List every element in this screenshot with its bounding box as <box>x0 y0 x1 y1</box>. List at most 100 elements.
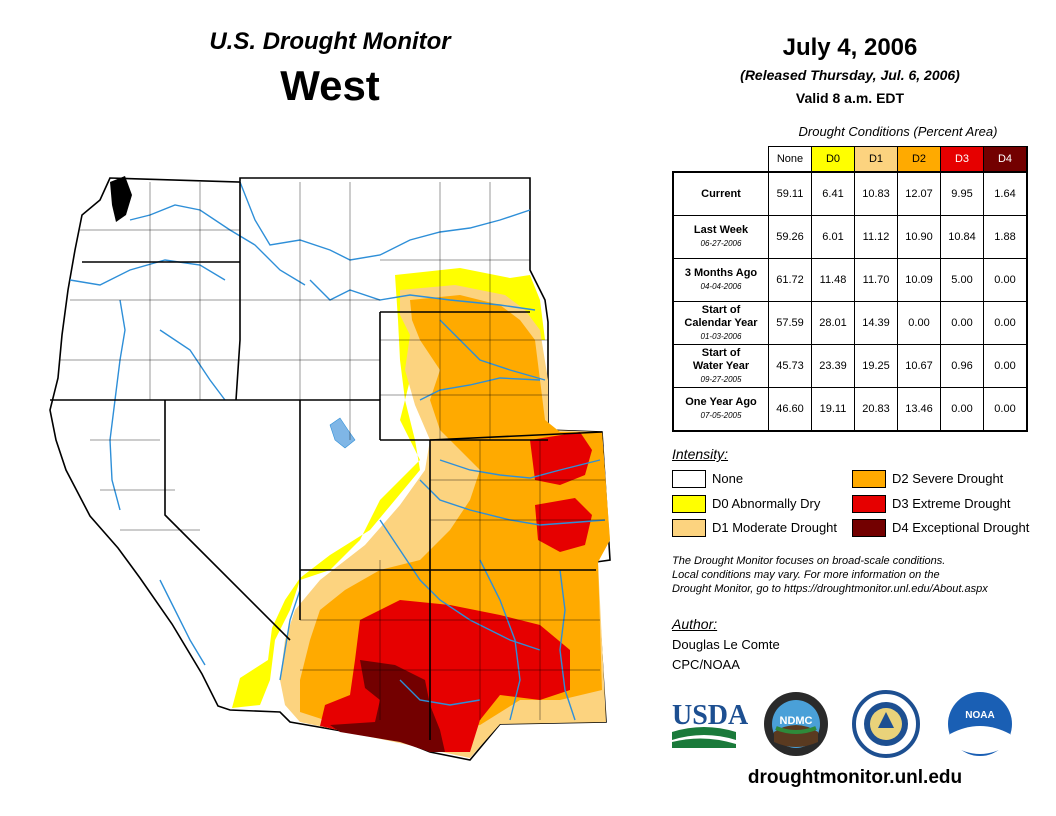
cell-d0: 6.41 <box>811 171 855 216</box>
cell-d2: 10.67 <box>897 344 941 388</box>
d3-extreme-drought-east-2 <box>535 498 592 552</box>
cell-d2: 0.00 <box>897 301 941 345</box>
legend-title: Intensity: <box>672 446 729 462</box>
cell-none: 45.73 <box>768 344 812 388</box>
cell-d0: 6.01 <box>811 215 855 259</box>
legend-label: None <box>712 471 744 486</box>
row-date: 01-03-2006 <box>700 331 742 341</box>
legend-item-d2: D2 Severe Drought <box>852 470 1003 488</box>
table-row: Current 59.11 6.41 10.83 12.07 9.95 1.64 <box>672 171 1028 216</box>
row-label: Start of Calendar Year 01-03-2006 <box>672 301 769 345</box>
legend-label: D4 Exceptional Drought <box>892 520 1030 535</box>
cell-d0: 23.39 <box>811 344 855 388</box>
cell-d1: 10.83 <box>854 171 898 216</box>
legend-item-d0: D0 Abnormally Dry <box>672 495 820 513</box>
cell-d2: 10.90 <box>897 215 941 259</box>
cell-d3: 9.95 <box>940 171 984 216</box>
author-org: CPC/NOAA <box>672 657 740 672</box>
legend-item-none: None <box>672 470 743 488</box>
ndmc-logo: NDMC <box>764 692 828 756</box>
legend-swatch <box>672 519 706 537</box>
row-label-text: One Year Ago <box>685 396 757 408</box>
note-line: Local conditions may vary. For more info… <box>672 569 940 581</box>
table-corner <box>673 146 769 173</box>
cell-d4: 0.00 <box>983 344 1028 388</box>
puget-sound <box>110 176 132 222</box>
cell-d3: 0.00 <box>940 387 984 432</box>
cell-d2: 12.07 <box>897 171 941 216</box>
cell-d2: 13.46 <box>897 387 941 432</box>
row-label-text-2: Calendar Year <box>684 316 758 329</box>
d4-exceptional-drought-area <box>330 660 445 752</box>
usda-logo-text: USDA <box>672 700 749 731</box>
col-header-d1: D1 <box>854 146 898 173</box>
cell-d3: 10.84 <box>940 215 984 259</box>
legend-item-d3: D3 Extreme Drought <box>852 495 1011 513</box>
col-header-d3: D3 <box>940 146 984 173</box>
legend-label: D3 Extreme Drought <box>892 496 1011 511</box>
row-label: One Year Ago 07-05-2005 <box>672 387 769 432</box>
noaa-logo: NOAA <box>948 692 1012 756</box>
row-label-text: 3 Months Ago <box>684 267 758 279</box>
row-label-text-2: Water Year <box>692 359 750 372</box>
d3-extreme-drought-east <box>530 432 592 485</box>
valid-time: Valid 8 a.m. EDT <box>795 90 905 106</box>
legend-label: D0 Abnormally Dry <box>712 496 821 511</box>
table-row: Last Week 06-27-2006 59.26 6.01 11.12 10.… <box>672 215 1028 259</box>
legend-swatch <box>852 519 886 537</box>
map-date: July 4, 2006 <box>782 34 918 61</box>
table-caption: Drought Conditions (Percent Area) <box>798 124 998 139</box>
cell-none: 57.59 <box>768 301 812 345</box>
release-date: (Released Thursday, Jul. 6, 2006) <box>740 67 960 83</box>
col-header-d0: D0 <box>811 146 855 173</box>
cell-d3: 0.00 <box>940 301 984 345</box>
legend-swatch <box>852 495 886 513</box>
cell-d2: 10.09 <box>897 258 941 302</box>
commerce-seal-logo <box>852 690 920 758</box>
legend-swatch <box>672 495 706 513</box>
county-lines <box>60 182 605 720</box>
table-row: 3 Months Ago 04-04-2006 61.72 11.48 11.70… <box>672 258 1028 302</box>
table-row: Start of Calendar Year 01-03-2006 57.59 28… <box>672 301 1028 345</box>
author-heading: Author: <box>672 616 718 632</box>
row-label-text: Current <box>701 187 741 200</box>
usda-logo: USDA <box>672 700 749 748</box>
row-label-text: Start of <box>701 303 741 316</box>
cell-none: 59.11 <box>768 171 812 216</box>
legend-swatch <box>672 470 706 488</box>
row-label-text: Last Week <box>693 224 749 236</box>
cell-d4: 1.64 <box>983 171 1028 216</box>
region-title: West <box>280 62 380 109</box>
legend-item-d4: D4 Exceptional Drought <box>852 519 1029 537</box>
cell-d0: 28.01 <box>811 301 855 345</box>
legend-label: D1 Moderate Drought <box>712 520 838 535</box>
table-row: One Year Ago 07-05-2005 46.60 19.11 20.83… <box>672 387 1028 432</box>
ndmc-logo-text: NDMC <box>780 715 813 727</box>
noaa-logo-text: NOAA <box>965 710 994 721</box>
cell-d1: 11.70 <box>854 258 898 302</box>
cell-d1: 19.25 <box>854 344 898 388</box>
cell-d0: 19.11 <box>811 387 855 432</box>
legend-swatch <box>852 470 886 488</box>
partner-logos: USDA NDMC NOAA <box>672 690 1012 758</box>
cell-none: 61.72 <box>768 258 812 302</box>
row-label: Start of Water Year 09-27-2005 <box>672 344 769 388</box>
cell-d4: 0.00 <box>983 301 1028 345</box>
col-header-d4: D4 <box>983 146 1028 173</box>
row-label: Last Week 06-27-2006 <box>672 215 769 259</box>
state-boundaries <box>50 182 603 740</box>
table-header-row: None D0 D1 D2 D3 D4 <box>673 146 1028 173</box>
row-date: 04-04-2006 <box>700 282 742 291</box>
drought-map <box>49 176 611 761</box>
table-row: Start of Water Year 09-27-2005 45.73 23.39… <box>672 344 1028 388</box>
col-header-none: None <box>768 146 812 173</box>
row-date: 09-27-2005 <box>700 374 742 384</box>
author-name: Douglas Le Comte <box>672 637 780 652</box>
footer-url[interactable]: droughtmonitor.unl.edu <box>747 767 963 788</box>
cell-d0: 11.48 <box>811 258 855 302</box>
cell-d3: 5.00 <box>940 258 984 302</box>
cell-d1: 11.12 <box>854 215 898 259</box>
cell-d4: 0.00 <box>983 387 1028 432</box>
row-label: Current <box>672 171 769 216</box>
col-header-d2: D2 <box>897 146 941 173</box>
